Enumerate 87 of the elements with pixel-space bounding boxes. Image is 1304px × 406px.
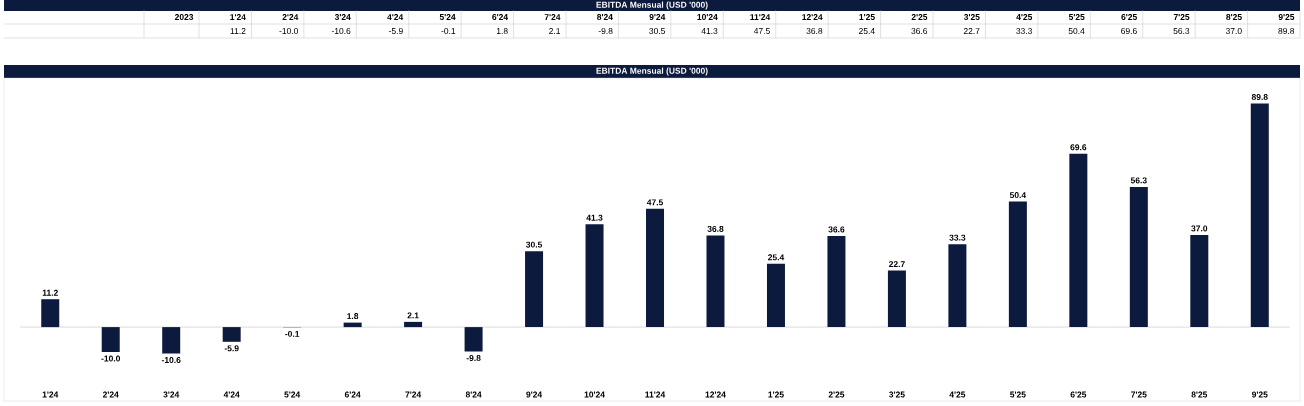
x-tick-label: 12'24: [705, 391, 726, 398]
data-label: -5.9: [224, 345, 239, 352]
x-tick-label: 1'25: [768, 391, 784, 398]
data-label: 37.0: [1191, 225, 1208, 232]
category-label: 4'25: [1016, 14, 1033, 20]
text: 1.8: [496, 28, 508, 34]
text: 25.4: [859, 28, 875, 34]
text: 2023: [174, 14, 194, 20]
category-label: 1'25: [859, 14, 875, 20]
text: 36.8: [806, 28, 823, 34]
chart-title: EBITDA Mensual (USD '000): [596, 67, 708, 76]
data-label: -9.8: [466, 355, 481, 362]
data-label: 89.8: [1251, 93, 1268, 100]
category-label: 1'24: [230, 14, 246, 20]
data-label: -10.6: [161, 357, 181, 364]
category-label: 3'25: [963, 14, 980, 20]
category-label: 8'24: [597, 14, 613, 20]
text: 69.6: [1121, 28, 1137, 34]
category-label: 2'24: [282, 14, 299, 20]
x-tick-label: 8'25: [1191, 391, 1208, 398]
category-label: 7'25: [1173, 14, 1190, 20]
x-tick-label: 2'24: [102, 391, 119, 398]
text: 30.5: [649, 28, 665, 34]
text: 56.3: [1173, 28, 1190, 34]
category-label: 11'24: [750, 14, 771, 20]
data-label: 11.2: [42, 289, 58, 296]
text: 36.6: [911, 28, 928, 34]
category-label: 7'24: [544, 14, 561, 20]
category-label: 2'25: [911, 14, 928, 20]
data-label: 25.4: [768, 254, 785, 261]
category-label: 4'24: [387, 14, 404, 20]
text: -0.1: [441, 28, 456, 34]
x-tick-label: 8'24: [465, 391, 482, 398]
text: 37.0: [1225, 28, 1242, 34]
x-tick-label: 9'25: [1252, 391, 1268, 398]
text: 33.3: [1016, 28, 1032, 34]
data-label: 50.4: [1009, 192, 1027, 199]
data-label: 1.8: [347, 313, 359, 320]
text: -5.9: [388, 28, 403, 34]
category-label: 5'24: [439, 14, 456, 20]
text: -10.6: [331, 28, 351, 34]
category-label: 8'25: [1226, 14, 1242, 20]
category-label: 12'24: [802, 14, 823, 20]
x-tick-label: 9'24: [526, 391, 543, 398]
category-label: 6'24: [492, 14, 509, 20]
data-label: 69.6: [1070, 144, 1087, 151]
text: 50.4: [1068, 28, 1085, 34]
x-tick-label: 2'25: [828, 391, 845, 398]
x-tick-label: 7'24: [405, 391, 422, 398]
category-label: 5'25: [1068, 14, 1085, 20]
text: -10.0: [279, 28, 299, 34]
data-label: 36.8: [707, 225, 724, 232]
text: 22.7: [963, 28, 980, 34]
x-tick-label: 10'24: [584, 391, 605, 398]
x-tick-label: 6'24: [344, 391, 361, 398]
data-label: 56.3: [1130, 177, 1147, 184]
x-tick-label: 7'25: [1131, 391, 1147, 398]
data-label: 22.7: [888, 261, 905, 268]
category-label: 9'24: [649, 14, 666, 20]
category-label: 9'25: [1278, 14, 1295, 20]
text: 11.2: [230, 28, 246, 34]
data-label: 41.3: [586, 214, 603, 221]
x-tick-label: 4'25: [949, 391, 966, 398]
text: 89.8: [1278, 28, 1295, 34]
x-tick-label: 3'25: [889, 391, 905, 398]
data-label: 2.1: [407, 312, 419, 319]
x-tick-label: 1'24: [42, 391, 59, 398]
text: 41.3: [701, 28, 718, 34]
category-label: 10'24: [697, 14, 718, 20]
x-tick-label: 6'25: [1070, 391, 1087, 398]
category-label: 3'24: [334, 14, 351, 20]
x-tick-label: 5'24: [284, 391, 301, 398]
data-label: 30.5: [526, 241, 543, 248]
x-tick-label: 4'24: [223, 391, 240, 398]
data-label: 47.5: [646, 199, 664, 206]
text: 2.1: [549, 28, 561, 34]
category-label: 6'25: [1121, 14, 1137, 20]
x-tick-label: 11'24: [645, 391, 666, 398]
data-label: 36.6: [828, 226, 845, 233]
text: EBITDA Mensual (USD '000): [596, 1, 708, 10]
text: -9.8: [598, 28, 613, 34]
data-label: -10.0: [101, 355, 121, 362]
text: 47.5: [753, 28, 770, 34]
data-label: 33.3: [949, 234, 966, 241]
x-tick-label: 3'24: [163, 391, 180, 398]
data-label: -0.1: [285, 330, 300, 337]
x-tick-label: 5'25: [1010, 391, 1026, 398]
